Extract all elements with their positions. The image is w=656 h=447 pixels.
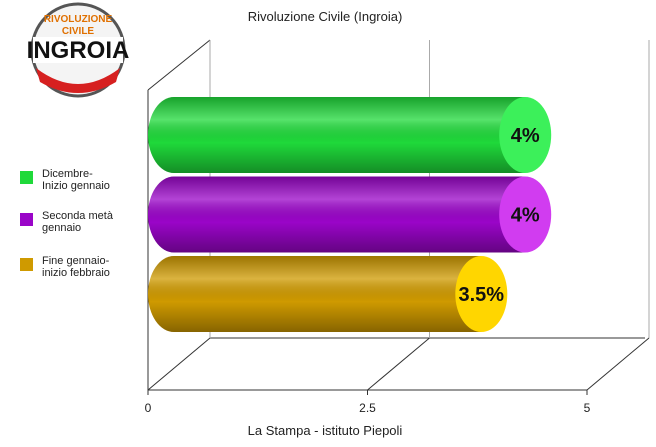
source: La Stampa - istituto Piepoli bbox=[248, 423, 403, 438]
logo-crowd bbox=[36, 68, 120, 93]
bar-cap bbox=[499, 97, 552, 173]
chart-title: Rivoluzione Civile (Ingroia) bbox=[248, 9, 403, 24]
logo-text: RIVOLUZIONE bbox=[44, 14, 113, 25]
bar-cap bbox=[499, 176, 552, 253]
legend-label: Dicembre-Inizio gennaio bbox=[42, 168, 110, 192]
frame-edge bbox=[147, 39, 211, 91]
legend-swatch bbox=[20, 171, 33, 184]
logo: RIVOLUZIONE CIVILE INGROIA bbox=[27, 2, 130, 98]
legend-swatch bbox=[20, 213, 33, 226]
value-label: 3.5% bbox=[459, 284, 505, 306]
legend-label: Seconda metà gennaio bbox=[42, 210, 114, 234]
legend-swatch bbox=[20, 258, 33, 271]
bar-shade bbox=[148, 176, 526, 253]
bar-cap bbox=[455, 256, 508, 332]
logo-band bbox=[33, 37, 123, 63]
floor-line bbox=[367, 337, 430, 391]
value-label: 4% bbox=[511, 125, 540, 147]
logo-text: CIVILE bbox=[62, 26, 95, 37]
bar-shade bbox=[148, 256, 482, 332]
bar-shade bbox=[148, 97, 526, 173]
floor-line bbox=[147, 337, 211, 391]
floor-line bbox=[586, 337, 650, 391]
x-tick-label: 0 bbox=[145, 401, 152, 415]
x-tick-label: 5 bbox=[584, 401, 591, 415]
value-label: 4% bbox=[511, 205, 540, 227]
x-tick-label: 2.5 bbox=[359, 401, 376, 415]
logo-text: INGROIA bbox=[27, 37, 130, 64]
legend-label: Fine gennaio-inizio febbraio bbox=[42, 255, 110, 279]
